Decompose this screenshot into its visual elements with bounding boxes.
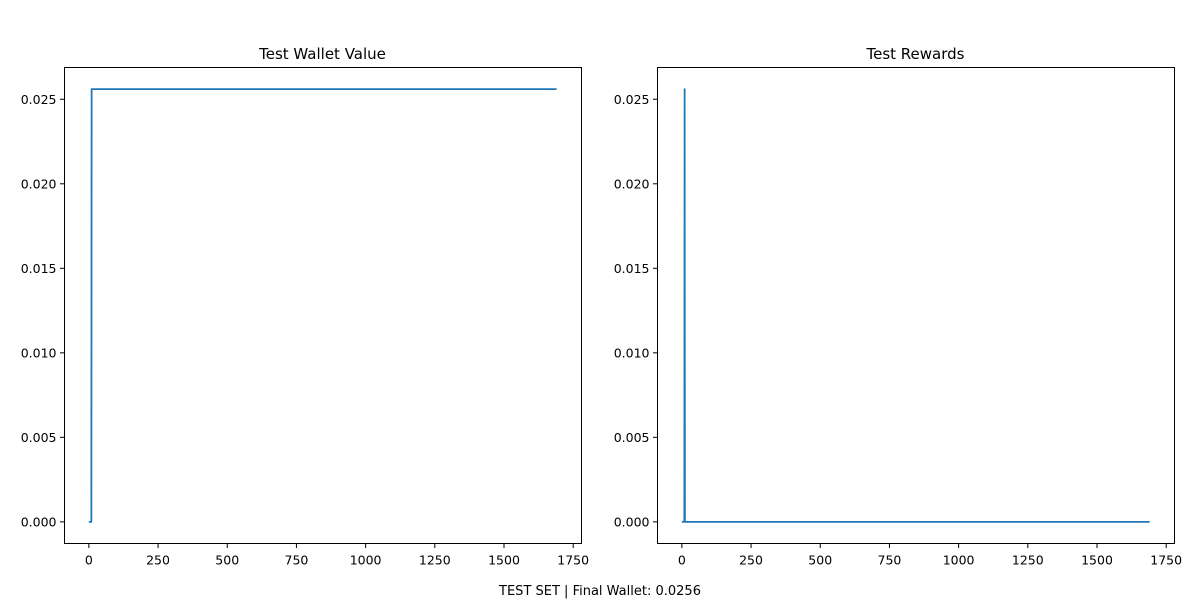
x-tick-label: 1750 [557, 553, 589, 568]
x-tick-label: 750 [285, 553, 309, 568]
x-tick-label: 250 [146, 553, 170, 568]
y-tick-label: 0.020 [21, 176, 57, 191]
x-tick-label: 1000 [350, 553, 382, 568]
subplot-rewards: Test Rewards 0 250 500 750 1000 1250 1500 17500… [614, 45, 1182, 568]
series-line [88, 88, 557, 523]
x-tick-label: 1500 [1081, 553, 1113, 568]
chart-title: Test Wallet Value [258, 45, 386, 63]
y-tick-label: 0.010 [614, 345, 650, 360]
y-tick-label: 0.005 [614, 430, 650, 445]
y-tick-label: 0.010 [21, 345, 57, 360]
x-tick-label: 1250 [419, 553, 451, 568]
x-tick-label: 1250 [1012, 553, 1044, 568]
subplot-wallet-value: Test Wallet Value 0 250 500 750 1000 1250 1500… [21, 45, 589, 568]
axes-frame [657, 67, 1175, 544]
y-tick-label: 0.015 [614, 261, 650, 276]
y-tick-label: 0.005 [21, 430, 57, 445]
x-tick-label: 1500 [488, 553, 520, 568]
y-tick-label: 0.020 [614, 176, 650, 191]
x-tick-label: 500 [808, 553, 832, 568]
x-tick-label: 0 [85, 553, 93, 568]
plot-area: 0 250 500 750 1000 1250 1500 1750 0.000 0.005 0.01… [614, 67, 1182, 568]
y-tick-label: 0.015 [21, 261, 57, 276]
x-tick-label: 750 [878, 553, 902, 568]
plot-area: 0 250 500 750 1000 1250 1500 1750 0.000 0.005 0.01… [21, 67, 589, 568]
x-tick-label: 250 [739, 553, 763, 568]
series-line [681, 88, 1150, 523]
axes-frame [64, 67, 582, 544]
y-tick-label: 0.025 [614, 92, 650, 107]
x-tick-label: 0 [678, 553, 686, 568]
y-tick-label: 0.025 [21, 92, 57, 107]
x-tick-label: 500 [215, 553, 239, 568]
figure-caption: TEST SET | Final Wallet: 0.0256 [498, 584, 701, 599]
x-tick-label: 1750 [1150, 553, 1182, 568]
x-tick-label: 1000 [943, 553, 975, 568]
y-tick-label: 0.000 [21, 514, 57, 529]
chart-title: Test Rewards [866, 45, 965, 63]
y-tick-label: 0.000 [614, 514, 650, 529]
